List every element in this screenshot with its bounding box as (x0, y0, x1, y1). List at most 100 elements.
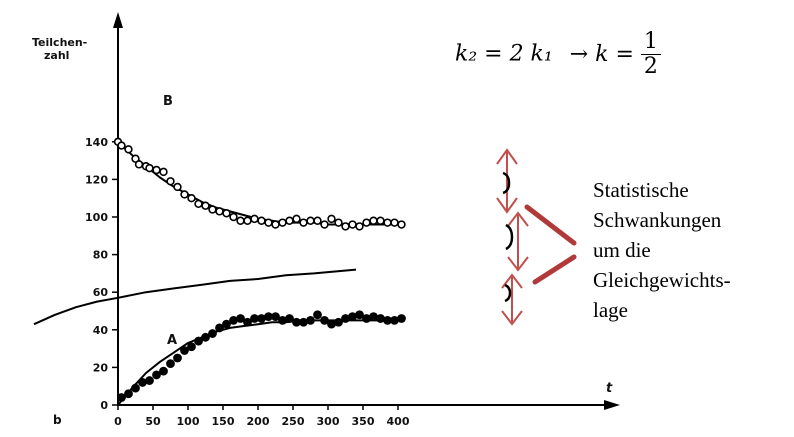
point-series-a (390, 315, 399, 325)
series-label-a: A (167, 333, 177, 348)
point-series-b (334, 218, 343, 227)
point-series-a (299, 317, 308, 327)
panel-label: b (53, 413, 62, 427)
bracket-mark-3 (504, 283, 512, 303)
formula-lhs: k₂ = 2 k₁ (455, 41, 553, 67)
point-series-a (306, 315, 315, 325)
point-series-a (138, 378, 147, 387)
point-series-a (369, 312, 378, 322)
point-series-a (159, 366, 168, 376)
point-series-a (208, 329, 217, 338)
series-labels: BA (163, 94, 177, 348)
fluctuation-arrow-lower-bottom-head (501, 310, 523, 326)
point-series-a (292, 317, 301, 327)
axes: 0 50 100 150 200 250 300 350 400 0 20 40 60 80 100 120… (32, 12, 620, 428)
fluctuation-note: Statistische Schwankungen um die Gleichg… (593, 175, 731, 325)
point-series-b (117, 141, 126, 150)
point-series-a (124, 389, 133, 399)
curve-total (33, 268, 357, 326)
x-tick-label: 300 (317, 415, 340, 428)
point-series-a (145, 376, 154, 385)
y-tick-label: 60 (93, 286, 109, 299)
rate-formula: k₂ = 2 k₁ → k = 1 2 (455, 30, 661, 79)
formula-arrow: → k = (569, 41, 634, 67)
formula-fraction: 1 2 (640, 30, 661, 79)
point-series-b (173, 182, 182, 192)
point-series-a (341, 314, 350, 323)
pointer-line-upper (524, 204, 577, 246)
point-series-a (362, 314, 371, 323)
bracket-mark-1 (502, 171, 511, 195)
y-axis-label-line2: zahl (44, 49, 69, 62)
point-series-a (327, 319, 336, 329)
point-series-a (152, 370, 161, 380)
note-line-4: Gleichgewichts- (593, 268, 731, 292)
x-tick-label: 0 (114, 415, 122, 428)
point-series-b (341, 222, 350, 231)
point-series-b (369, 216, 378, 225)
point-series-b (390, 218, 399, 227)
point-series-a (194, 336, 203, 346)
point-series-a (166, 359, 175, 369)
point-series-b (292, 214, 301, 224)
point-series-b (397, 220, 406, 229)
point-series-a (397, 314, 406, 323)
point-series-a (355, 310, 364, 320)
point-series-b (236, 216, 245, 225)
series-label-b: B (163, 94, 173, 109)
point-series-b (257, 216, 266, 225)
y-tick-label: 80 (93, 249, 109, 262)
point-series-a (243, 317, 252, 327)
x-ticks: 0 50 100 150 200 250 300 350 400 (114, 405, 410, 428)
x-axis-label: t (606, 381, 613, 396)
point-series-b (208, 205, 217, 214)
point-series-b (145, 163, 154, 173)
point-series-b (222, 209, 231, 218)
point-series-a (215, 323, 224, 333)
fluctuation-arrow-lower-top-head (501, 273, 523, 289)
fluctuation-arrow-middle-bottom-head (507, 256, 529, 272)
point-series-b (355, 222, 364, 231)
point-series-a (348, 312, 357, 322)
formula-denominator: 2 (643, 54, 658, 79)
point-series-b (166, 177, 175, 186)
note-line-2: Schwankungen (593, 208, 722, 232)
y-tick-label: 100 (85, 211, 108, 224)
point-series-a (180, 346, 189, 355)
point-series-a (320, 315, 329, 325)
data-points (113, 137, 406, 402)
point-series-b (383, 218, 392, 227)
point-series-a (229, 315, 238, 325)
point-series-a (313, 310, 322, 320)
point-series-a (271, 312, 280, 322)
y-tick-label: 120 (85, 173, 108, 186)
point-series-a (264, 312, 273, 322)
note-line-3: um die (593, 238, 651, 262)
y-tick-label: 0 (100, 399, 108, 412)
point-series-b (299, 218, 308, 227)
point-series-b (152, 165, 161, 175)
note-line-5: lage (593, 298, 628, 322)
y-axis-arrow (113, 12, 123, 28)
fluctuation-arrow-middle-top-head (507, 211, 529, 227)
y-tick-label: 40 (93, 324, 109, 337)
formula-numerator: 1 (640, 30, 661, 55)
fluctuation-annotations (496, 148, 577, 326)
point-series-a (285, 314, 294, 323)
x-axis-arrow (604, 400, 620, 410)
point-series-b (313, 216, 322, 225)
point-series-a (257, 314, 266, 323)
fluctuation-arrow-upper-bottom-head (496, 197, 518, 214)
point-series-b (187, 194, 196, 203)
point-series-b (320, 220, 329, 229)
point-series-b (180, 190, 189, 199)
y-axis-label-line1: Teilchen- (32, 36, 87, 49)
note-line-1: Statistische (593, 178, 689, 202)
point-series-a (383, 315, 392, 325)
pointer-line-lower (532, 254, 577, 285)
point-series-a (236, 314, 245, 323)
x-tick-label: 350 (352, 415, 375, 428)
bracket-mark-2 (505, 223, 514, 251)
point-series-b (278, 218, 287, 227)
y-ticks: 0 20 40 60 80 100 120 140 (85, 136, 118, 412)
